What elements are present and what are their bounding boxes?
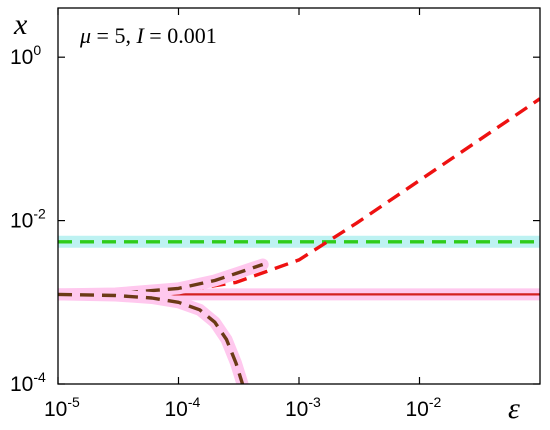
curves xyxy=(58,97,540,384)
plot-background xyxy=(58,8,540,384)
x-tick-label-2: 10-3 xyxy=(285,394,321,421)
curve-4 xyxy=(58,292,245,384)
x-tick-label-1: 10-4 xyxy=(165,394,201,421)
y-axis-label: x xyxy=(13,8,28,41)
y-tick-label-0: 10-4 xyxy=(10,369,46,396)
y-tick-label-2: 100 xyxy=(10,42,41,69)
x-tick-label-3: 10-2 xyxy=(406,394,442,421)
x-axis-label: ε xyxy=(508,392,520,425)
parameter-annotation: μ = 5, I = 0.001 xyxy=(79,23,217,48)
y-tick-label-1: 10-2 xyxy=(10,206,46,233)
x-tick-label-0: 10-5 xyxy=(44,394,80,421)
